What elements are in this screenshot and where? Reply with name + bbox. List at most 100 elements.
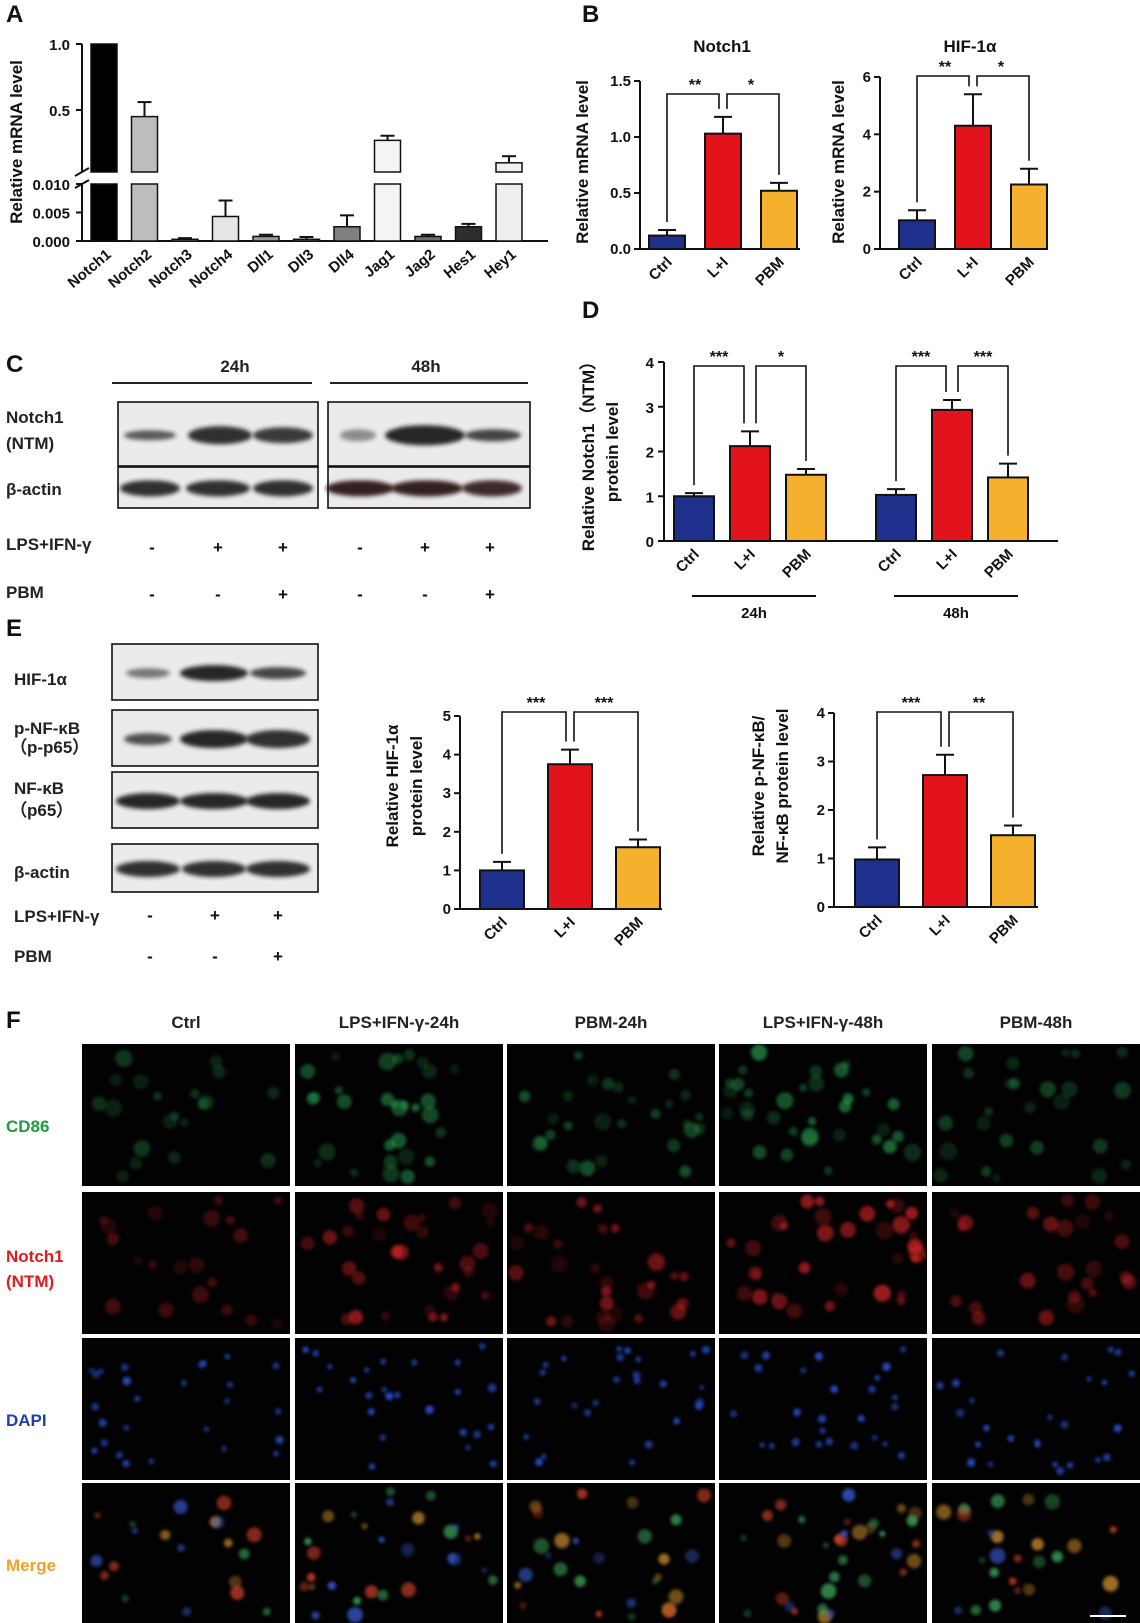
cell xyxy=(420,1093,437,1110)
cell xyxy=(473,1430,481,1439)
cell xyxy=(1067,1538,1082,1554)
significance-bracket xyxy=(957,365,1009,456)
lps-mark: + xyxy=(420,538,430,557)
cell xyxy=(465,1535,472,1542)
cell xyxy=(106,1232,120,1246)
cell xyxy=(509,1235,525,1251)
cell xyxy=(1047,1414,1053,1420)
cell xyxy=(348,1198,365,1214)
y-tick-label: 0 xyxy=(863,241,871,258)
cell xyxy=(104,1099,122,1117)
blot-band xyxy=(124,430,176,441)
bar-pbm xyxy=(990,834,1036,908)
bar-l-i xyxy=(954,124,992,250)
cell xyxy=(887,1098,900,1111)
cell xyxy=(120,1363,129,1372)
cell xyxy=(624,1347,631,1354)
cell xyxy=(533,1398,541,1405)
cell xyxy=(306,1572,316,1582)
cell xyxy=(695,1402,703,1411)
significance-bracket xyxy=(755,365,807,461)
cell xyxy=(542,1361,549,1368)
lps-mark: + xyxy=(485,538,495,557)
cell xyxy=(610,1223,620,1233)
cell xyxy=(730,1410,738,1418)
row-label: DAPI xyxy=(6,1411,47,1430)
cell xyxy=(612,1081,624,1093)
cell xyxy=(593,1552,605,1564)
blot-band xyxy=(465,429,521,442)
cell xyxy=(978,1557,986,1564)
cell xyxy=(892,1252,904,1265)
cell xyxy=(1075,1214,1091,1230)
cell xyxy=(752,1145,767,1160)
significance-bracket xyxy=(573,711,639,832)
cell xyxy=(168,1151,181,1164)
cell xyxy=(448,1196,462,1210)
blot-band xyxy=(391,480,463,497)
cell xyxy=(874,1375,880,1381)
cell xyxy=(1086,1376,1092,1382)
cell xyxy=(1014,1587,1021,1594)
y-tick-label: 4 xyxy=(443,747,452,764)
cell xyxy=(1053,1093,1070,1111)
cell xyxy=(91,1447,98,1454)
cell xyxy=(539,1369,547,1376)
x-tick-label: Notch4 xyxy=(186,246,236,292)
cell xyxy=(382,1165,400,1183)
cell xyxy=(302,1346,310,1354)
cell xyxy=(833,1128,847,1142)
cell xyxy=(490,1460,497,1468)
cell xyxy=(1057,1263,1075,1281)
cell xyxy=(1102,1575,1119,1592)
cell xyxy=(391,1099,408,1117)
significance-label: ** xyxy=(939,59,952,76)
cell xyxy=(953,1606,963,1615)
cell xyxy=(383,1155,398,1169)
bar-48h-ctrl xyxy=(875,493,917,542)
blot-band xyxy=(253,480,313,497)
cell xyxy=(90,1554,103,1567)
bar-jag2 xyxy=(414,235,442,242)
cell xyxy=(1070,1049,1080,1059)
cell xyxy=(386,1498,394,1507)
cell xyxy=(1052,1461,1058,1468)
western-blot-e: HIF-1α p-NF-κB （p-p65） NF-κB （p65） β-act… xyxy=(10,643,319,966)
cell xyxy=(435,1127,447,1138)
cell xyxy=(766,1111,781,1125)
cell xyxy=(1056,1466,1065,1475)
blot-band xyxy=(340,429,376,442)
cell xyxy=(421,1106,439,1124)
cell xyxy=(380,1092,395,1107)
cell xyxy=(1114,1234,1130,1249)
cell xyxy=(634,1313,643,1323)
cell xyxy=(561,1355,567,1362)
x-tick-label: L+I xyxy=(551,914,579,942)
cell xyxy=(574,1051,583,1060)
blot-row-label-hif1a: HIF-1α xyxy=(14,670,68,689)
bar-ctrl xyxy=(479,869,525,911)
cell xyxy=(116,1170,129,1183)
significance-label: *** xyxy=(595,695,614,712)
blot-band xyxy=(182,860,246,877)
x-tick-label: PBM xyxy=(752,254,788,290)
cell xyxy=(786,1303,802,1319)
cell xyxy=(809,1065,823,1079)
y-axis-title: Relative Notch1（NTM） xyxy=(578,353,598,551)
cell xyxy=(223,1398,230,1404)
x-tick-label: PBM xyxy=(779,546,815,582)
cell xyxy=(697,1488,711,1503)
bar-notch2 xyxy=(130,115,159,173)
cell xyxy=(754,1364,763,1373)
cell xyxy=(1022,1493,1035,1506)
cell xyxy=(318,1143,336,1161)
cell xyxy=(147,1205,163,1221)
cell xyxy=(100,1218,117,1235)
y-axis-title: Relative mRNA level xyxy=(573,80,592,244)
pbm-mark: + xyxy=(485,585,495,604)
chart-d-notch1-protein: 0 1 2 3 4 Relative Notch1（NTM） protein level Ct… xyxy=(578,349,1058,622)
cell xyxy=(380,1358,387,1365)
cell xyxy=(311,1611,320,1620)
pbm-mark: + xyxy=(273,947,283,966)
blot-row-label-p65: （p65） xyxy=(10,800,73,820)
